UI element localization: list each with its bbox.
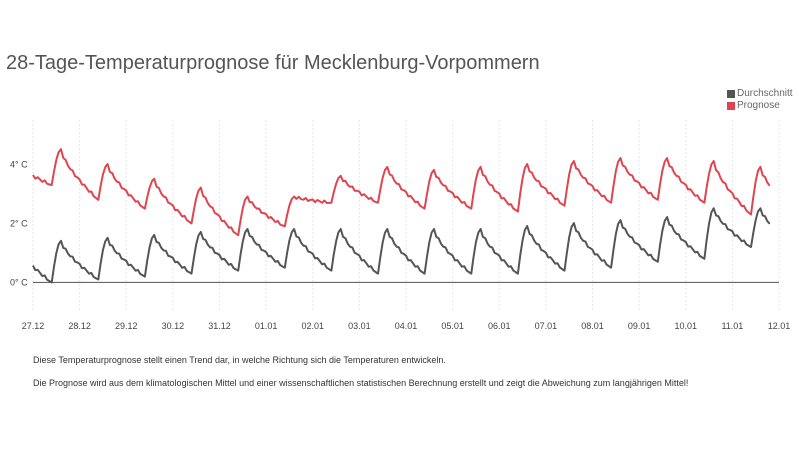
legend: Durchschnitt Prognose xyxy=(727,88,793,112)
legend-swatch-prognose xyxy=(727,102,735,110)
x-tick-label: 29.12 xyxy=(115,321,138,331)
chart-title: 28-Tage-Temperaturprognose für Mecklenbu… xyxy=(6,52,540,74)
x-tick-label: 10.01 xyxy=(674,321,697,331)
x-tick-label: 09.01 xyxy=(628,321,651,331)
x-tick-label: 01.01 xyxy=(255,321,278,331)
x-tick-label: 05.01 xyxy=(441,321,464,331)
method-note: Die Prognose wird aus dem klimatologisch… xyxy=(33,378,689,388)
series-line-prognose xyxy=(32,148,771,237)
x-tick-label: 28.12 xyxy=(68,321,91,331)
y-tick-label: 2° C xyxy=(10,218,28,228)
x-tick-label: 04.01 xyxy=(395,321,418,331)
legend-swatch-durchschnitt xyxy=(727,90,735,98)
x-tick-label: 30.12 xyxy=(162,321,185,331)
x-tick-label: 12.01 xyxy=(768,321,791,331)
legend-item-durchschnitt[interactable]: Durchschnitt xyxy=(727,88,793,100)
legend-label-durchschnitt: Durchschnitt xyxy=(737,88,793,99)
series-line-durchschnitt xyxy=(32,207,771,284)
trend-note: Diese Temperaturprognose stellt einen Tr… xyxy=(33,355,446,365)
x-tick-label: 31.12 xyxy=(208,321,231,331)
x-tick-label: 06.01 xyxy=(488,321,511,331)
y-tick-label: 4° C xyxy=(10,159,28,169)
legend-item-prognose[interactable]: Prognose xyxy=(727,100,793,112)
x-tick-label: 11.01 xyxy=(721,321,743,331)
x-tick-label: 27.12 xyxy=(22,321,45,331)
y-tick-label: 0° C xyxy=(10,277,28,287)
x-tick-label: 03.01 xyxy=(348,321,371,331)
x-tick-label: 08.01 xyxy=(581,321,604,331)
x-tick-label: 02.01 xyxy=(301,321,324,331)
legend-label-prognose: Prognose xyxy=(737,100,780,111)
x-tick-label: 07.01 xyxy=(535,321,558,331)
